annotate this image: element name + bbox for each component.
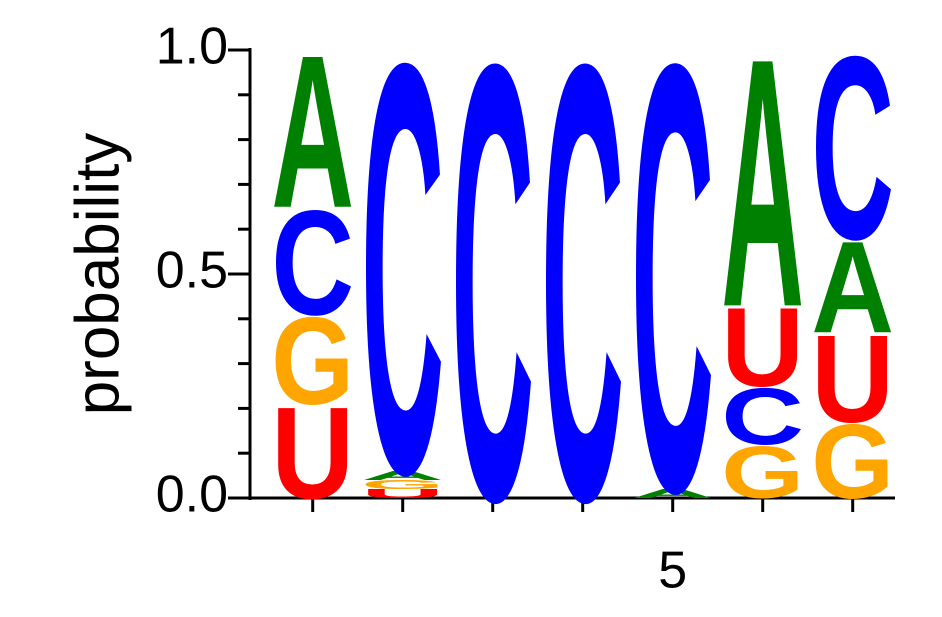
logo-letter: A <box>271 9 354 253</box>
x-tick-label: 5 <box>658 542 687 600</box>
y-tick-label: 0.5 <box>156 242 228 300</box>
logo-letter: U <box>271 381 354 527</box>
logo-letter: C <box>451 0 534 617</box>
logo-letter: G <box>361 478 444 492</box>
y-tick-label: 0.0 <box>156 466 228 524</box>
logo-letter: C <box>811 1 894 294</box>
logo-letter: U <box>721 285 804 411</box>
logo-letter: A <box>361 469 444 483</box>
logo-letter: G <box>271 291 354 431</box>
logo-letter: C <box>541 0 624 617</box>
logo-letter: A <box>721 0 804 381</box>
y-tick-label: 1.0 <box>156 18 228 76</box>
logo-letter: C <box>721 372 804 462</box>
logo-letter: A <box>811 215 894 361</box>
logo-letter: C <box>361 0 444 596</box>
logo-letter: C <box>271 180 354 347</box>
logo-letter: G <box>811 403 894 521</box>
y-axis-label: probability <box>63 133 132 416</box>
logo-letter: U <box>811 311 894 449</box>
logo-letter: U <box>361 487 444 501</box>
logo-letter: C <box>631 0 714 617</box>
logo-letter: G <box>721 431 804 514</box>
logo-letter: A <box>631 487 714 501</box>
